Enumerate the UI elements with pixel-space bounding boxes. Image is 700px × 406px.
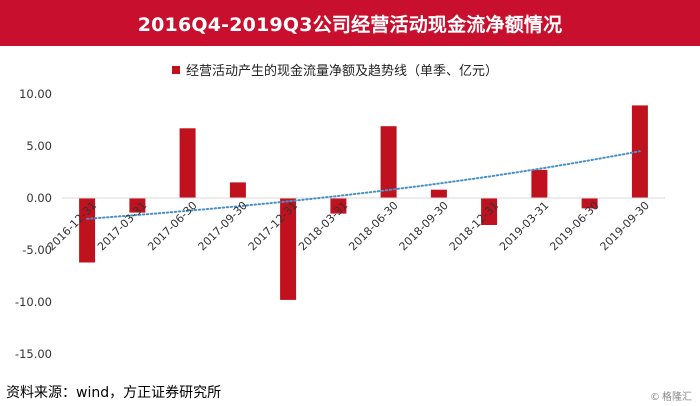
x-tick-label: 2017-06-30 <box>145 199 199 253</box>
watermark-text: 格隆汇 <box>662 392 692 403</box>
x-axis-labels: 2016-12-312017-03-312017-06-302017-09-30… <box>45 199 652 253</box>
x-tick-label: 2018-09-30 <box>397 199 451 253</box>
cash-flow-chart: 经营活动产生的现金流量净额及趋势线（单季、亿元） 10.00 5.00 0.00 -5… <box>15 63 665 361</box>
bar-2018-09-30 <box>430 189 447 198</box>
source-note: 资料来源：wind，方正证券研究所 <box>6 385 222 401</box>
y-tick-label: 10.00 <box>19 87 52 101</box>
x-tick-label: 2018-12-31 <box>447 199 501 253</box>
copyright-icon: © <box>650 392 660 403</box>
bar-2019-06-30 <box>581 198 598 209</box>
bar-2018-03-31 <box>330 198 347 214</box>
legend: 经营活动产生的现金流量净额及趋势线（单季、亿元） <box>172 63 498 79</box>
legend-swatch <box>172 66 180 74</box>
bar-2019-03-31 <box>531 169 548 198</box>
bar-2017-03-31 <box>129 198 146 213</box>
bar-2017-09-30 <box>229 182 246 198</box>
bar-2018-12-31 <box>481 198 498 225</box>
y-axis: 10.00 5.00 0.00 -5.00 -10.00 -15.00 <box>15 87 52 361</box>
trend-line <box>86 150 641 220</box>
y-tick-label: -5.00 <box>22 243 52 257</box>
x-tick-label: 2019-09-30 <box>598 199 652 253</box>
bar-2017-06-30 <box>179 128 196 198</box>
x-tick-label: 2019-03-31 <box>497 199 551 253</box>
y-tick-label: -10.00 <box>15 295 52 309</box>
x-tick-label: 2019-06-30 <box>547 199 601 253</box>
bars <box>79 105 648 300</box>
y-tick-label: 5.00 <box>26 139 52 153</box>
bar-2016-12-31 <box>79 198 96 263</box>
y-tick-label: -15.00 <box>15 347 52 361</box>
banner-title: 2016Q4-2019Q3公司经营活动现金流净额情况 <box>137 13 563 36</box>
x-tick-label: 2017-03-31 <box>95 199 149 253</box>
watermark: © 格隆汇 <box>650 388 692 403</box>
bar-2017-12-31 <box>280 198 297 300</box>
x-tick-label: 2018-06-30 <box>346 199 400 253</box>
chart-title-banner: 2016Q4-2019Q3公司经营活动现金流净额情况 <box>0 0 700 46</box>
legend-label: 经营活动产生的现金流量净额及趋势线（单季、亿元） <box>186 63 498 79</box>
bar-2018-06-30 <box>380 126 397 198</box>
x-tick-label: 2018-03-31 <box>296 199 350 253</box>
y-tick-label: 0.00 <box>26 191 52 205</box>
